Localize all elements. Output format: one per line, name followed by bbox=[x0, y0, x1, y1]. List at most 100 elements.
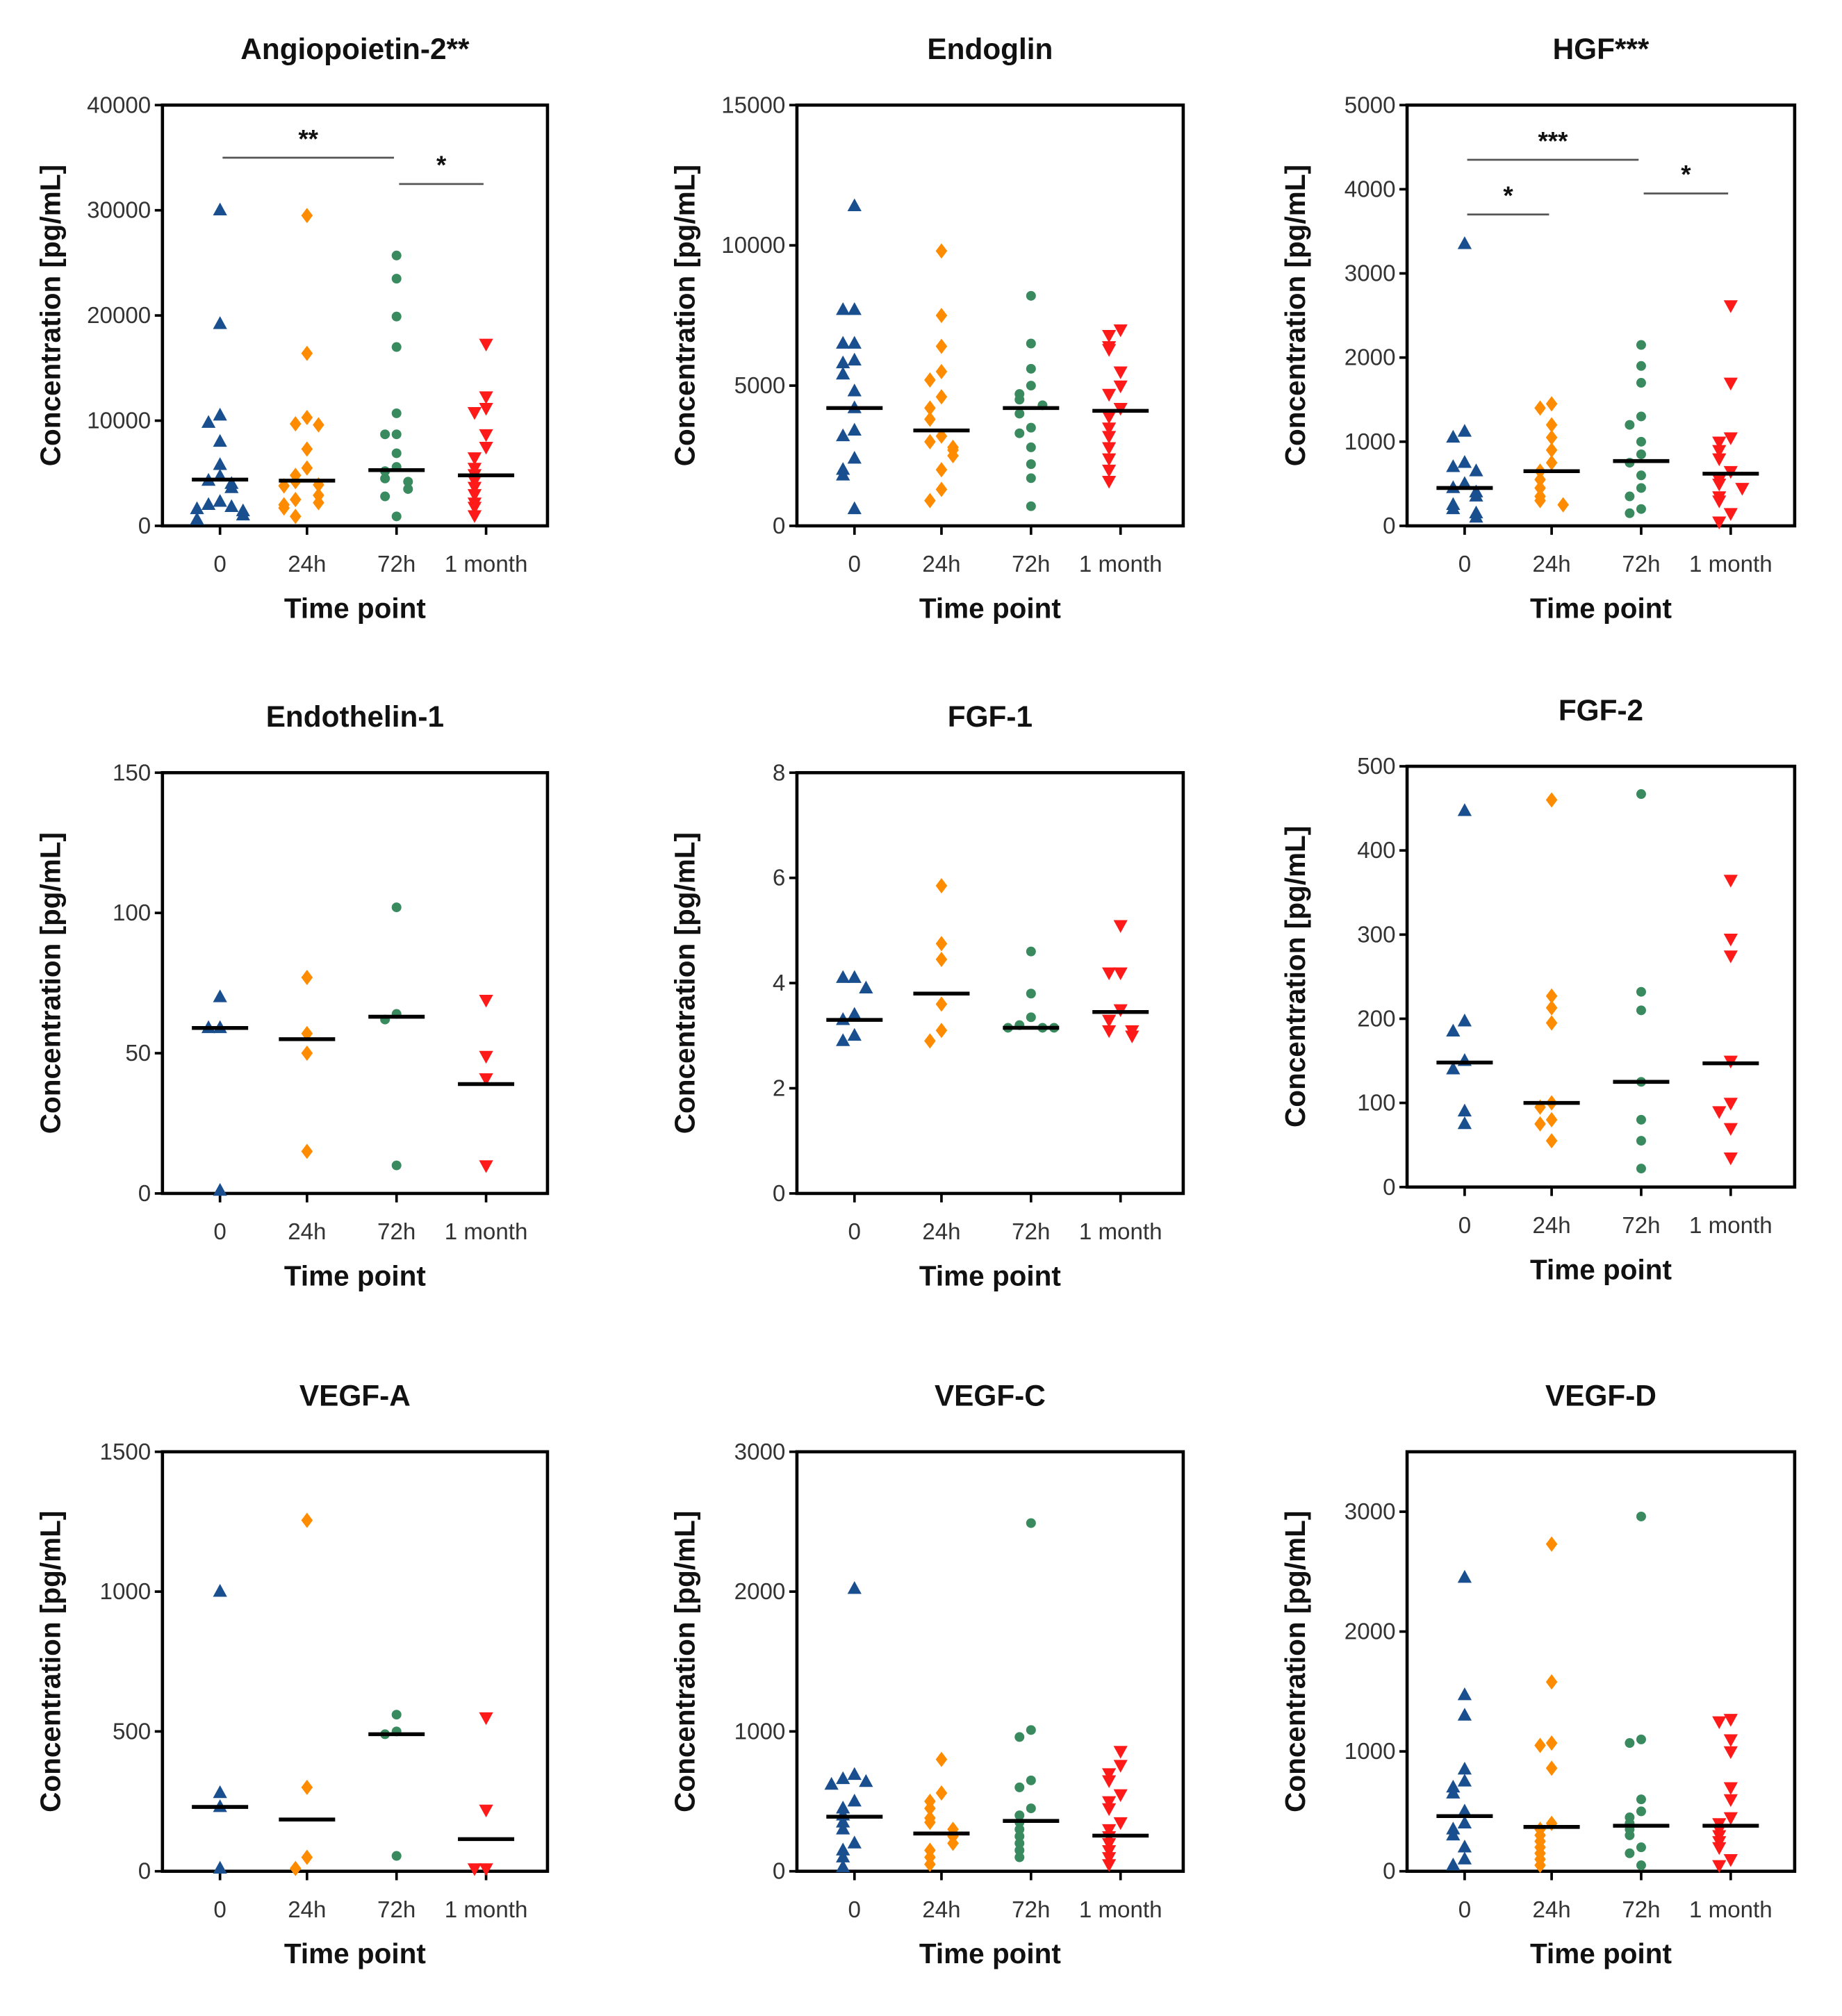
data-point-triangle-down bbox=[1101, 442, 1117, 455]
data-point-circle bbox=[1026, 1725, 1036, 1735]
data-point-triangle-down bbox=[1101, 1859, 1117, 1872]
data-point-triangle-down bbox=[1723, 300, 1738, 313]
data-point-diamond bbox=[301, 345, 313, 361]
data-point-circle bbox=[380, 429, 390, 440]
x-axis-label: Time point bbox=[919, 1259, 1061, 1291]
data-point-triangle-down bbox=[1101, 422, 1117, 436]
data-point-triangle-up bbox=[224, 480, 239, 493]
data-point-triangle-up bbox=[213, 1182, 227, 1196]
y-axis-label: Concentration [pg/mL] bbox=[1279, 826, 1311, 1127]
data-point-triangle-up bbox=[1457, 476, 1472, 489]
data-point-triangle-up bbox=[213, 316, 227, 329]
data-point-triangle-up bbox=[1446, 1827, 1461, 1841]
data-point-triangle-up bbox=[1457, 455, 1472, 468]
data-point-diamond bbox=[301, 460, 313, 476]
x-tick-label: 0 bbox=[848, 552, 861, 577]
plot-frame bbox=[161, 1450, 550, 1873]
data-point-diamond bbox=[935, 462, 948, 478]
y-tick-label: 500 bbox=[113, 1719, 151, 1744]
data-point-diamond bbox=[935, 936, 948, 952]
data-point-triangle-up bbox=[1446, 429, 1461, 443]
y-axis-label: Concentration [pg/mL] bbox=[1279, 165, 1311, 466]
data-point-triangle-up bbox=[847, 1027, 862, 1041]
data-point-triangle-down bbox=[1101, 388, 1117, 402]
y-tick-label: 100 bbox=[1357, 1091, 1395, 1116]
data-point-diamond bbox=[935, 338, 948, 354]
data-point-diamond bbox=[1557, 497, 1569, 513]
x-tick-label: 24h bbox=[288, 1897, 326, 1923]
data-point-triangle-down bbox=[1723, 432, 1738, 445]
data-point-diamond bbox=[935, 243, 948, 259]
panel-8: VEGF-D 0 1000 2000 3000 0 24h 72h 1 month Time po… bbox=[1279, 1380, 1797, 1969]
data-point-triangle-down bbox=[1723, 950, 1738, 964]
x-tick-label: 1 month bbox=[1079, 1219, 1162, 1245]
y-tick-label: 2000 bbox=[1345, 345, 1396, 371]
data-point-circle bbox=[1026, 459, 1036, 470]
y-tick-label: 4 bbox=[773, 970, 785, 996]
panel-0: Angiopoietin-2** 0 10000 20000 30000 40000 0 24… bbox=[35, 33, 550, 625]
data-point-triangle-up bbox=[213, 989, 227, 1002]
data-point-circle bbox=[1014, 1831, 1025, 1842]
y-tick-label: 20000 bbox=[87, 303, 151, 329]
data-point-triangle-down bbox=[1712, 1860, 1727, 1874]
chart-title: VEGF-D bbox=[1545, 1380, 1656, 1412]
y-tick-label: 3000 bbox=[734, 1439, 786, 1465]
data-point-triangle-down bbox=[1101, 330, 1117, 343]
chart-title: FGF-2 bbox=[1559, 694, 1643, 727]
y-tick-label: 0 bbox=[138, 513, 151, 539]
data-point-circle bbox=[1026, 1803, 1036, 1814]
y-tick-label: 0 bbox=[138, 1181, 151, 1207]
chart-title: HGF*** bbox=[1553, 33, 1650, 65]
data-point-triangle-down bbox=[1712, 436, 1727, 449]
y-tick-label: 500 bbox=[1357, 754, 1395, 779]
data-point-circle bbox=[1014, 1824, 1025, 1835]
data-point-triangle-down bbox=[1101, 1025, 1117, 1039]
data-point-circle bbox=[391, 902, 402, 913]
y-tick-label: 40000 bbox=[87, 92, 151, 118]
data-point-triangle-down bbox=[1101, 1775, 1117, 1788]
data-point-triangle-down bbox=[1712, 1106, 1727, 1119]
data-point-triangle-up bbox=[824, 1776, 839, 1790]
data-point-triangle-up bbox=[190, 511, 204, 525]
x-axis-label: Time point bbox=[919, 593, 1061, 625]
data-point-diamond bbox=[289, 416, 302, 432]
data-point-circle bbox=[1636, 470, 1646, 481]
x-tick-label: 0 bbox=[848, 1219, 861, 1245]
data-point-diamond bbox=[289, 509, 302, 524]
data-point-triangle-down bbox=[479, 1050, 493, 1064]
y-tick-label: 0 bbox=[773, 513, 785, 539]
data-point-circle bbox=[1636, 1511, 1646, 1521]
y-tick-label: 1000 bbox=[1345, 1739, 1396, 1765]
x-tick-label: 0 bbox=[1458, 1897, 1471, 1923]
chart-title: Angiopoietin-2** bbox=[240, 33, 470, 65]
data-point-triangle-up bbox=[1457, 1761, 1472, 1775]
panel-1: Endoglin 0 5000 10000 15000 0 24h 72h 1 month Tim… bbox=[669, 33, 1185, 625]
x-axis-label: Time point bbox=[919, 1937, 1061, 1969]
data-point-circle bbox=[391, 250, 402, 261]
data-point-diamond bbox=[935, 481, 948, 497]
data-point-circle bbox=[1636, 483, 1646, 493]
y-tick-label: 300 bbox=[1357, 922, 1395, 948]
data-point-diamond bbox=[313, 417, 324, 433]
data-point-circle bbox=[1636, 378, 1646, 388]
data-point-triangle-down bbox=[1723, 934, 1738, 947]
data-point-diamond bbox=[935, 308, 948, 324]
data-point-triangle-up bbox=[847, 1007, 862, 1020]
data-point-triangle-up bbox=[213, 494, 227, 507]
data-point-triangle-up bbox=[213, 457, 227, 470]
panel-6: VEGF-A 0 500 1000 1500 0 24h 72h 1 month Time poi… bbox=[35, 1380, 550, 1969]
y-axis-label: Concentration [pg/mL] bbox=[669, 832, 701, 1134]
data-point-triangle-down bbox=[1101, 344, 1117, 357]
data-point-triangle-up bbox=[213, 202, 227, 216]
data-point-triangle-up bbox=[847, 450, 862, 464]
y-tick-label: 200 bbox=[1357, 1007, 1395, 1032]
data-point-triangle-down bbox=[1101, 411, 1117, 424]
data-point-triangle-down bbox=[1723, 1123, 1738, 1136]
data-point-diamond bbox=[301, 208, 313, 224]
significance-label: * bbox=[1681, 160, 1691, 189]
data-point-circle bbox=[1026, 473, 1036, 484]
x-tick-label: 0 bbox=[213, 1219, 226, 1245]
y-axis-label: Concentration [pg/mL] bbox=[35, 1511, 67, 1812]
chart-title: Endoglin bbox=[927, 33, 1053, 65]
data-point-triangle-down bbox=[1712, 479, 1727, 492]
